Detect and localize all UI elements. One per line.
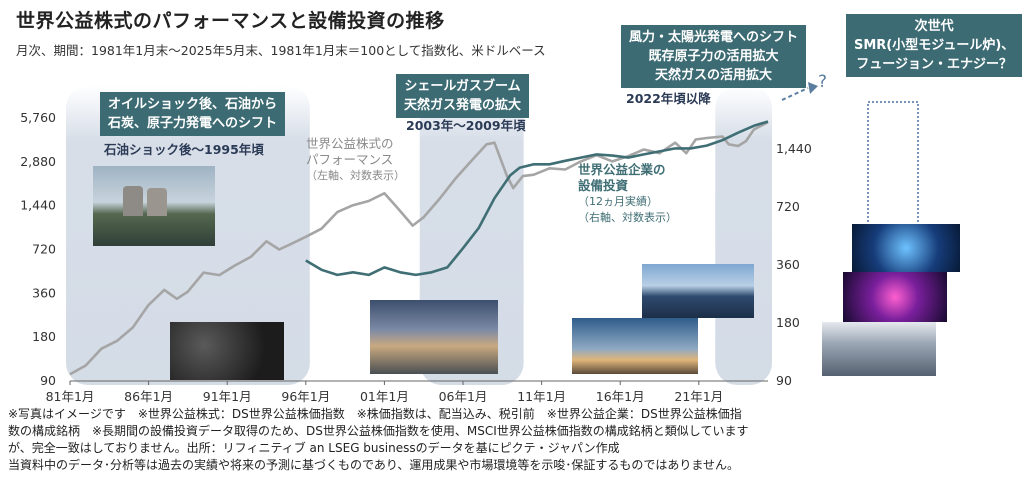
next-callout-line-1: 次世代 — [914, 19, 954, 34]
renew-callout-line-1: 風力・太陽光発電へのシフト — [629, 30, 799, 45]
x-axis-tick-label: 96年1月 — [281, 389, 330, 404]
oil-callout-line-1: オイルショック後、石油から — [108, 97, 278, 112]
right-axis-tick-label: 360 — [776, 257, 800, 272]
renew-period-label: 2022年頃以降 — [626, 91, 711, 106]
future-arrow-head — [808, 82, 818, 94]
capex-label-line-3: （12ヵ月実績） — [578, 195, 658, 208]
capex-series-label: 世界公益企業の 設備投資 （12ヵ月実績） （右軸、対数表示） — [578, 162, 677, 226]
footnote-line: ※写真はイメージです ※世界公益株式：DS世界公益株価指数 ※株価指数は、配当込… — [8, 407, 742, 421]
transmission-lines-photo — [572, 318, 698, 374]
x-axis-tick-label: 11年1月 — [517, 389, 566, 404]
chart-title: 世界公益株式のパフォーマンスと設備投資の推移 — [16, 10, 445, 32]
right-axis-tick-label: 90 — [776, 373, 792, 388]
smr-module-photo — [822, 322, 936, 376]
future-arrow-line — [781, 87, 809, 101]
renew-callout-line-3: 天然ガスの活用拡大 — [655, 68, 773, 83]
left-axis-tick-label: 720 — [32, 242, 56, 257]
oil-callout-line-2: 石炭、原子力発電へのシフト — [108, 116, 278, 131]
next-callout-line-2: SMR(小型モジュール炉)、 — [854, 38, 1015, 53]
right-axis-tick-label: 720 — [776, 199, 800, 214]
wind-solar-farm-photo — [642, 264, 754, 318]
capex-label-line-1: 世界公益企業の — [578, 162, 666, 177]
shale-gas-callout: シェールガスブーム 天然ガス発電の拡大 — [396, 74, 530, 118]
footnote-line: が、完全一致はしておりません。出所：リフィニティブ an LSEG busine… — [8, 441, 620, 455]
renew-callout-line-2: 既存原子力の活用拡大 — [648, 49, 779, 64]
equity-series-label: 世界公益株式の パフォーマンス （左軸、対数表示） — [306, 136, 405, 184]
x-axis-tick-label: 01年1月 — [360, 389, 409, 404]
chart-subtitle: 月次、期間：1981年1月末～2025年5月末、1981年1月末＝100として指… — [16, 43, 546, 58]
left-axis-tick-label: 360 — [32, 285, 56, 300]
left-axis-tick-label: 180 — [32, 329, 56, 344]
left-axis-tick-label: 5,760 — [20, 110, 56, 125]
x-axis-tick-label: 06年1月 — [439, 389, 488, 404]
footnotes: ※写真はイメージです ※世界公益株式：DS世界公益株価指数 ※株価指数は、配当込… — [8, 406, 1018, 474]
renewables-callout: 風力・太陽光発電へのシフト 既存原子力の活用拡大 天然ガスの活用拡大 — [621, 25, 807, 88]
next-callout-line-3: フュージョン・エナジー？ — [856, 57, 1013, 72]
next-gen-callout: 次世代 SMR(小型モジュール炉)、 フュージョン・エナジー？ — [846, 14, 1023, 77]
cooling-tower-shape — [147, 188, 167, 216]
equity-label-line-1: 世界公益株式の — [306, 136, 394, 151]
question-mark: ? — [818, 72, 828, 92]
fusion-plasma-photo — [843, 272, 947, 322]
power-plant-cooling-towers-photo — [93, 166, 215, 246]
oil-shock-callout: オイルショック後、石油から 石炭、原子力発電へのシフト — [100, 92, 286, 136]
nuclear-reactor-core-photo — [852, 224, 960, 272]
capex-label-line-4: （右軸、対数表示） — [578, 211, 677, 224]
left-axis-tick-label: 1,440 — [20, 198, 56, 213]
shale-callout-line-2: 天然ガス発電の拡大 — [404, 98, 522, 113]
right-axis-tick-label: 180 — [776, 315, 800, 330]
capex-label-line-2: 設備投資 — [578, 178, 629, 193]
equity-label-line-3: （左軸、対数表示） — [306, 169, 405, 182]
capex-line — [305, 120, 769, 277]
right-axis-tick-label: 1,440 — [776, 141, 812, 156]
equity-label-line-2: パフォーマンス — [306, 152, 394, 167]
footnote-line: 当資料中のデータ･分析等は過去の実績や将来の予測に基づくものであり、運用成果や市… — [8, 458, 740, 472]
footnote-line: 数の構成銘柄 ※長期間の設備投資データ取得のため、DS世界公益株価指数を使用、M… — [8, 424, 749, 438]
x-axis-tick-label: 21年1月 — [674, 389, 723, 404]
cooling-tower-shape — [123, 186, 143, 216]
left-axis-tick-label: 2,880 — [20, 154, 56, 169]
gas-power-plant-photo — [370, 300, 498, 374]
shale-period-label: 2003年～2009年頃 — [406, 118, 526, 133]
coal-pile-photo — [170, 322, 284, 380]
x-axis-tick-label: 86年1月 — [124, 389, 173, 404]
left-axis-tick-label: 90 — [40, 373, 56, 388]
x-axis-tick-label: 81年1月 — [46, 389, 95, 404]
oil-period-label: 石油ショック後～1995年頃 — [104, 142, 264, 157]
shale-callout-line-1: シェールガスブーム — [404, 79, 521, 94]
x-axis-tick-label: 16年1月 — [596, 389, 645, 404]
x-axis-tick-label: 91年1月 — [203, 389, 252, 404]
